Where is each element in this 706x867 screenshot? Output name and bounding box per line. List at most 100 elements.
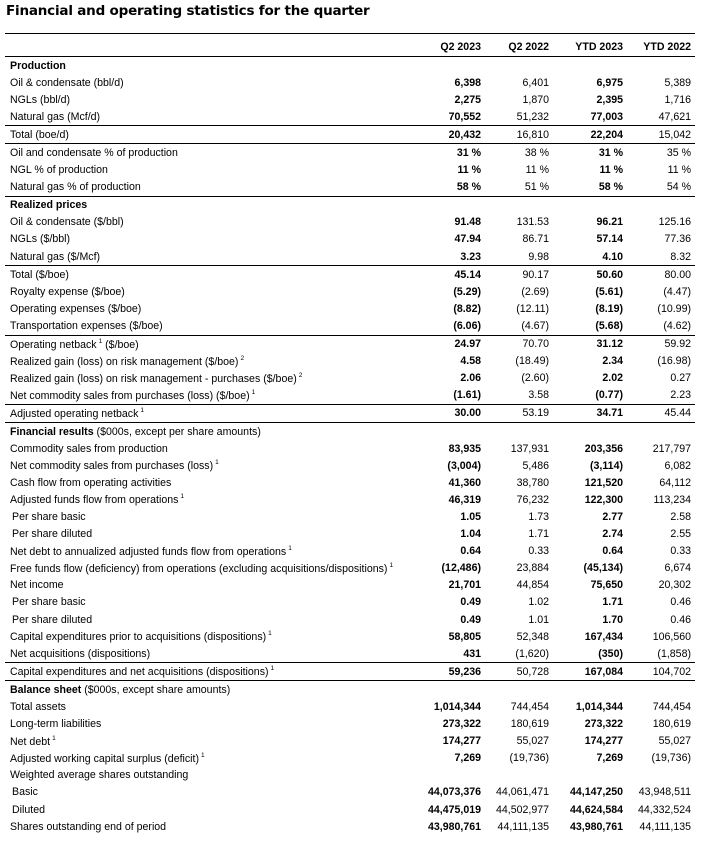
cell-q2-2022: 44,854 [516,579,549,592]
cell-ytd-2022: 0.33 [670,545,691,558]
cell-q2-2022: 38,780 [516,476,549,489]
row-label-text: Per share diluted [12,613,93,626]
cell-q2-2023: 21,701 [448,579,481,592]
row-label: Natural gas % of production [5,178,413,197]
row-label-text: Free funds flow (deficiency) from operat… [10,562,388,575]
cell-q2-2022: 180,619 [510,718,549,731]
cell-ytd-2022: 35 % [666,147,691,160]
cell-ytd-2022: 54 % [627,178,695,197]
table-row: Capital expenditures and net acquisition… [5,662,695,682]
row-label-text: Royalty expense ($/boe) [10,285,125,298]
cell-q2-2022: 11 % [525,164,549,177]
cell-q2-2023: 0.49 [460,613,481,626]
row-label: Balance sheet ($000s, except share amoun… [5,681,413,699]
row-label-text: Operating expenses ($/boe) [10,302,142,315]
row-label-text: Commodity sales from production [10,442,168,455]
cell-ytd-2023: 203,356 [584,442,623,455]
cell-ytd-2022: 217,797 [652,442,691,455]
cell-ytd-2022: (16.98) [657,355,691,368]
cell-q2-2022: 51 % [485,178,553,197]
cell-ytd-2022 [627,422,695,440]
cell-q2-2023: 273,322 [442,718,481,731]
row-label: Total ($/boe) [5,266,413,284]
footnote-marker: 1 [98,337,103,345]
cell-q2-2022: 38 % [524,147,549,160]
row-label-text: Long-term liabilities [10,718,102,731]
cell-ytd-2022: 8.32 [627,248,695,267]
cell-q2-2023: (3,004) [447,459,481,472]
cell-q2-2022 [485,57,553,75]
row-label-text: Shares outstanding end of period [10,820,167,833]
cell-ytd-2023: 77,003 [553,108,627,127]
row-label: Shares outstanding end of period [5,818,413,835]
table-row: Net income 21,701 44,854 75,650 20,302 [5,577,695,594]
row-label: Per share diluted [5,611,413,628]
section-header-row: Production [5,57,695,75]
cell-q2-2022: (12.11) [516,302,549,315]
row-label: Realized prices [5,196,413,214]
cell-ytd-2022: 106,560 [652,630,691,643]
cell-ytd-2023: (3,114) [590,459,623,472]
header-q2-2023: Q2 2023 [440,40,481,53]
cell-ytd-2022: 5,389 [664,76,691,89]
cell-q2-2022: 1.02 [528,596,549,609]
row-label-text: Total (boe/d) [10,128,69,141]
table-row: Royalty expense ($/boe) (5.29) (2.69) (5.61… [5,283,695,300]
footnote-marker: 1 [52,734,56,742]
row-label: Operating expenses ($/boe) [5,300,413,317]
row-label-text: Capital expenditures prior to acquisitio… [10,631,267,644]
row-label: Adjusted working capital surplus (defici… [5,750,413,767]
cell-q2-2022 [485,422,553,440]
cell-ytd-2022: 11 % [667,164,691,177]
cell-q2-2022: (4.67) [485,317,553,336]
row-label-text: Balance sheet [10,683,82,696]
page-title: Financial and operating statistics for t… [6,3,370,19]
cell-q2-2022: (18.49) [515,355,549,368]
table-header-row: Q2 2023 Q2 2022 YTD 2023 YTD 2022 [5,33,695,57]
cell-ytd-2023: 50.60 [596,268,623,281]
row-label: Capital expenditures prior to acquisitio… [5,628,413,645]
row-label-text: Diluted [12,803,45,816]
cell-ytd-2023: 34.71 [553,404,627,423]
row-label-text: Realized gain (loss) on risk management … [10,355,239,368]
cell-ytd-2023: 1.71 [602,596,623,609]
cell-ytd-2023: (5.68) [553,317,627,336]
table-row: Commodity sales from production 83,935 137… [5,440,695,457]
footnote-marker: 1 [201,751,205,759]
cell-ytd-2022: 44,332,524 [637,803,691,816]
table-row: Natural gas (Mcf/d) 70,552 51,232 77,003 47,… [5,108,695,127]
row-label: Transportation expenses ($/boe) [5,317,413,336]
table-row: Adjusted funds flow from operations 1 46,3… [5,491,695,508]
cell-ytd-2023: 96.21 [596,216,623,229]
row-label-text: Natural gas (Mcf/d) [10,110,101,123]
table-row: Diluted 44,475,019 44,502,977 44,624,584 44,… [5,801,695,818]
table-row: Total assets 1,014,344 744,454 1,014,344 744… [5,698,695,715]
cell-ytd-2023: (8.19) [595,302,623,315]
table-row: Net debt 1 174,277 55,027 174,277 55,027 [5,733,695,750]
cell-q2-2023: 59,236 [413,662,485,682]
table-row: NGLs ($/bbl) 47.94 86.71 57.14 77.36 [5,231,695,248]
table-row: Capital expenditures prior to acquisitio… [5,628,695,645]
cell-ytd-2023: 57.14 [596,233,623,246]
cell-q2-2023: 31 % [456,147,481,160]
header-label-column [5,34,413,57]
row-label: Per share diluted [5,526,413,543]
row-label: Per share basic [5,594,413,611]
row-label-text: Adjusted operating netback [10,407,139,420]
row-label: Net commodity sales from purchases (loss… [5,386,413,405]
cell-q2-2022: 44,502,977 [495,803,549,816]
cell-ytd-2022 [627,196,695,214]
cell-ytd-2023: 2,395 [596,93,623,106]
table-row: Per share basic 0.49 1.02 1.71 0.46 [5,594,695,611]
row-label-text: Net commodity sales from purchases (loss… [10,389,250,402]
cell-q2-2023: 43,980,761 [427,820,481,833]
footnote-marker: 1 [215,459,219,467]
row-label-text: NGL % of production [10,164,108,177]
table-row: Net debt to annualized adjusted funds fl… [5,543,695,560]
cell-ytd-2022 [627,681,695,699]
cell-ytd-2022: 64,112 [659,476,691,489]
cell-q2-2023: 2,275 [454,93,481,106]
row-label-suffix: ($000s, except share amounts) [81,683,231,696]
row-label: NGL % of production [5,162,413,179]
row-label-text: Net income [10,579,64,592]
